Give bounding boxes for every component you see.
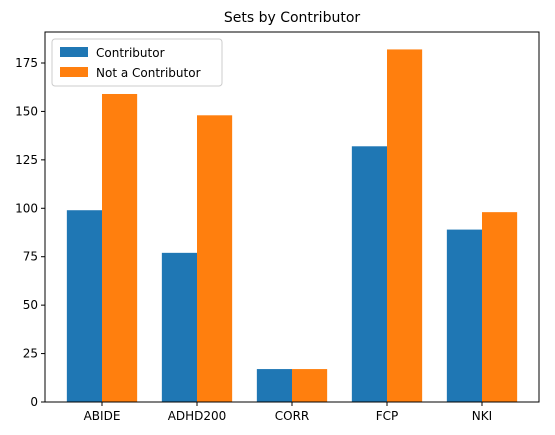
bar-not-a-contributor-nki [482, 212, 518, 402]
bar-contributor-fcp [351, 146, 387, 402]
bar-contributor-nki [446, 229, 482, 402]
x-tick-label: NKI [472, 409, 492, 423]
legend-box [51, 38, 223, 87]
y-axis: 0 25 50 75 100 125 150 175 [15, 56, 45, 409]
y-tick-label: 125 [15, 153, 38, 167]
bar-contributor-corr [256, 369, 292, 402]
legend: Contributor Not a Contributor [51, 38, 223, 87]
y-tick-label: 100 [15, 201, 38, 215]
bar-contributor-adhd200 [161, 252, 197, 402]
y-tick-label: 25 [23, 347, 38, 361]
legend-label: Contributor [96, 46, 165, 60]
bar-not-a-contributor-fcp [387, 49, 423, 402]
legend-label: Not a Contributor [96, 66, 201, 80]
y-tick-label: 75 [23, 250, 38, 264]
plot-frame [44, 31, 540, 403]
y-tick-label: 0 [30, 395, 38, 409]
legend-swatch [60, 67, 88, 77]
bar-contributor-abide [66, 210, 102, 402]
x-tick-label: ABIDE [84, 409, 121, 423]
x-tick-label: ADHD200 [168, 409, 227, 423]
bars-group [66, 49, 518, 402]
y-tick-label: 150 [15, 104, 38, 118]
legend-swatch [60, 47, 88, 57]
y-tick-label: 175 [15, 56, 38, 70]
chart-title: Sets by Contributor [224, 10, 361, 26]
bar-not-a-contributor-adhd200 [197, 115, 233, 402]
x-tick-label: CORR [275, 409, 310, 423]
x-tick-label: FCP [376, 409, 399, 423]
y-tick-label: 50 [23, 298, 38, 312]
bar-not-a-contributor-corr [292, 369, 328, 402]
bar-not-a-contributor-abide [102, 93, 138, 402]
x-axis: ABIDE ADHD200 CORR FCP NKI [84, 402, 492, 423]
